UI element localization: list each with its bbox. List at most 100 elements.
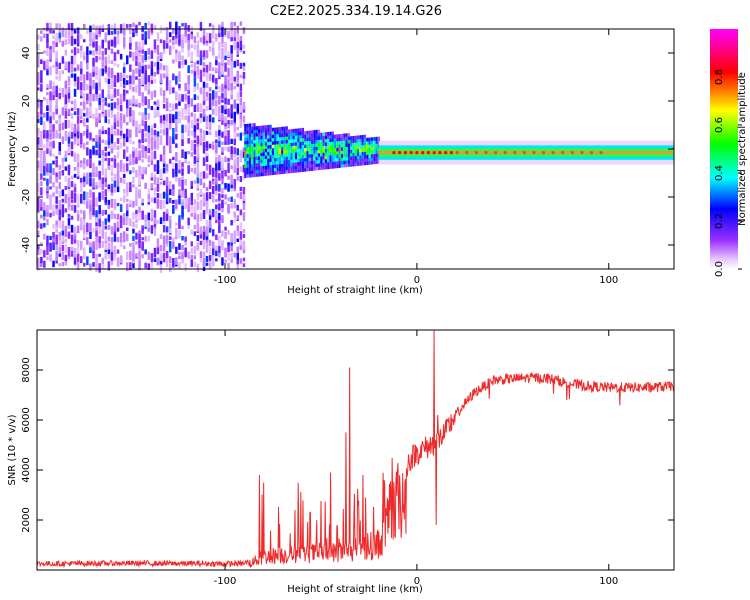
spectrogram-cell <box>95 135 98 142</box>
spectrogram-cell <box>76 115 80 124</box>
spectrogram-cell <box>107 214 111 222</box>
spectrogram-cell <box>52 111 55 120</box>
spectrogram-cell <box>215 56 218 61</box>
tone-peak-dot <box>599 151 603 155</box>
spectrogram-cell <box>43 121 46 130</box>
spectrogram-cell <box>359 155 362 159</box>
spectrogram-cell <box>52 124 55 132</box>
spectrogram-cell <box>331 165 334 169</box>
spectrogram-cell <box>233 128 236 138</box>
spectrogram-cell <box>98 153 101 159</box>
spectrogram-cell <box>153 192 157 197</box>
spectrogram-cell <box>172 258 175 268</box>
spectrogram-cell <box>92 177 95 188</box>
spectrogram-cell <box>370 140 373 145</box>
spectrogram-cell <box>373 157 376 161</box>
spectrogram-cell <box>187 165 190 174</box>
spectrogram-cell <box>156 61 160 70</box>
spectrogram-cell <box>283 156 286 161</box>
spectrogram-cell <box>350 156 353 160</box>
spectrogram-cell <box>64 186 68 190</box>
spectrogram-cell <box>104 177 107 183</box>
spectrogram-cell <box>285 129 288 134</box>
spectrogram-cell <box>52 43 55 53</box>
spectrogram-cell <box>227 108 230 118</box>
spectrogram-cell <box>98 56 101 60</box>
spectrogram-cell <box>297 165 300 169</box>
spectrogram-cell <box>141 61 144 67</box>
spectrogram-cell <box>135 120 138 128</box>
spectrogram-cell <box>205 164 209 171</box>
spectrogram-cell <box>104 64 107 73</box>
spectrogram-cell <box>172 205 175 214</box>
spectrogram-cell <box>248 147 251 151</box>
spectrogram-cell <box>262 128 265 133</box>
spectrogram-cell <box>132 211 135 220</box>
spectrogram-cell <box>308 144 311 148</box>
spectrogram-cell <box>255 173 258 177</box>
spectrogram-cell <box>159 129 163 134</box>
spectrogram-cell <box>138 102 141 108</box>
spectrogram-cell <box>150 106 154 111</box>
spectrogram-cell <box>208 209 212 216</box>
spectrogram-cell <box>199 258 203 263</box>
spectrogram-cell <box>215 78 218 85</box>
spectrogram-cell <box>64 194 68 204</box>
spectrogram-cell <box>212 241 215 249</box>
spectrogram-cell <box>246 164 249 168</box>
spectrogram-cell <box>215 139 218 144</box>
spectrogram-cell <box>215 199 218 202</box>
spectrogram-cell <box>144 84 147 91</box>
spectrogram-cell <box>89 30 92 35</box>
y-tick-label: 4000 <box>21 457 32 482</box>
spectrogram-cell <box>202 251 206 258</box>
spectrogram-cell <box>107 109 111 118</box>
spectrogram-cell <box>52 244 55 250</box>
spectrogram-cell <box>165 42 169 49</box>
spectrogram-cell <box>126 220 129 226</box>
spectrogram-cell <box>236 156 239 167</box>
spectrogram-cell <box>129 64 132 72</box>
spectrogram-cell <box>320 149 323 154</box>
spectrogram-cell <box>334 144 337 149</box>
spectrogram-cell <box>107 184 111 189</box>
spectrogram-cell <box>227 123 230 129</box>
spectrogram-cell <box>292 135 295 140</box>
spectrogram-cell <box>129 134 132 144</box>
spectrogram-cell <box>64 61 68 70</box>
spectrogram-cell <box>251 136 254 141</box>
spectrogram-cell <box>288 163 291 167</box>
spectrogram-cell <box>181 130 184 140</box>
spectrogram-cell <box>52 85 55 96</box>
spectrogram-cell <box>162 50 166 54</box>
spectrogram-cell <box>212 261 215 267</box>
spectrogram-cell <box>123 231 126 236</box>
spectrogram-cell <box>67 90 71 99</box>
spectrogram-cell <box>159 63 163 69</box>
spectrogram-cell <box>52 30 55 34</box>
spectrogram-cell <box>327 148 330 153</box>
spectrogram-cell <box>255 136 258 140</box>
spectrogram-cell <box>80 108 83 116</box>
spectrogram-cell <box>236 262 239 270</box>
spectrogram-cell <box>334 161 337 166</box>
spectrogram-cell <box>248 137 251 141</box>
spectrogram-cell <box>221 99 224 103</box>
spectrogram-cell <box>221 199 224 209</box>
spectrogram-cell <box>141 159 144 163</box>
spectrogram-cell <box>343 136 346 141</box>
spectrogram-cell <box>299 134 302 139</box>
spectrogram-cell <box>43 222 46 228</box>
spectrogram-cell <box>276 150 279 155</box>
spectrogram-cell <box>46 112 49 121</box>
spectrogram-cell <box>55 242 58 251</box>
spectrogram-cell <box>274 157 277 162</box>
spectrogram-cell <box>126 233 129 242</box>
spectrogram-cell <box>244 134 247 138</box>
spectrogram-cell <box>196 44 200 54</box>
spectrogram-cell <box>49 134 52 140</box>
spectrogram-cell <box>116 89 120 97</box>
spectrogram-cell <box>230 253 233 260</box>
spectrogram-cell <box>251 146 254 151</box>
spectrogram-cell <box>110 237 114 243</box>
